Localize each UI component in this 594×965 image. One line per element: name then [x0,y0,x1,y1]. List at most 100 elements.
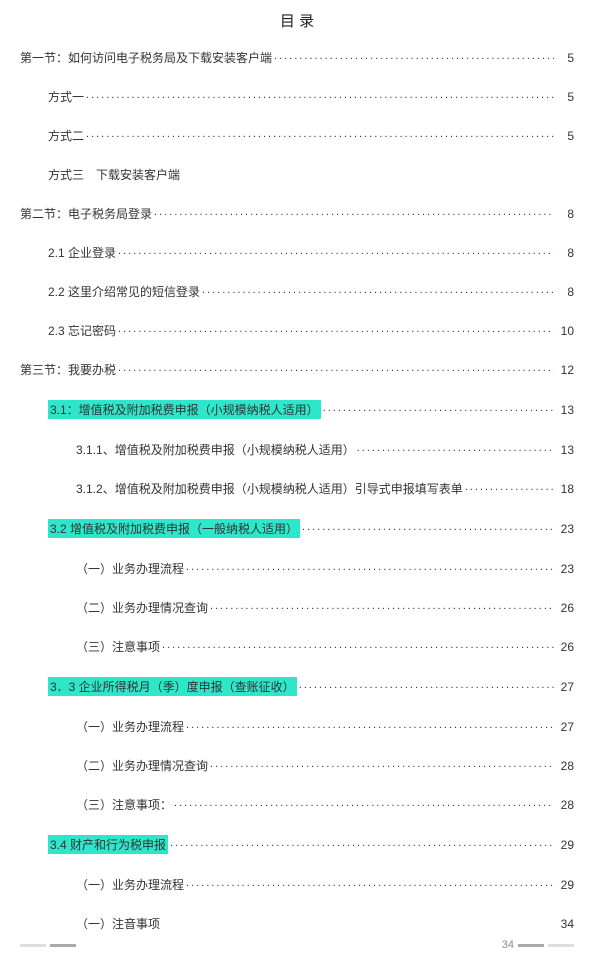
toc-entry[interactable]: 方式二 5 [20,127,574,144]
toc-leader-dots [210,758,554,770]
footer-bar [518,944,544,947]
toc-entry-page: 26 [556,601,574,615]
toc-leader-dots [182,167,572,179]
toc-entry-label: 3.1.2、增值税及附加税费申报（小规模纳税人适用）引导式申报填写表单 [76,480,463,497]
toc-entry-label: 第一节：如何访问电子税务局及下载安装客户端 [20,49,272,66]
toc-entry-label: （二）业务办理情况查询 [76,599,208,616]
toc-leader-dots [202,284,554,296]
toc-leader-dots [186,561,554,573]
toc-entry-label: 2.2 这里介绍常见的短信登录 [48,283,200,300]
toc-entry-label: 2.1 企业登录 [48,244,116,261]
toc-entry-label: （一）业务办理流程 [76,718,184,735]
toc-entry[interactable]: 第二节：电子税务局登录 8 [20,205,574,222]
toc-leader-dots [299,679,554,691]
toc-entry-label: （二）业务办理情况查询 [76,757,208,774]
toc-entry[interactable]: （二）业务办理情况查询 26 [20,599,574,616]
toc-entry[interactable]: 3．3 企业所得税月（季）度申报（查账征收） 27 [20,677,574,696]
toc-leader-dots [174,797,554,809]
toc-entry-page: 29 [556,838,574,852]
toc-entry-page: 28 [556,759,574,773]
toc-leader-dots [302,521,554,533]
toc-entry[interactable]: 2.3 忘记密码 10 [20,322,574,339]
toc-entry[interactable]: 2.1 企业登录 8 [20,244,574,261]
page-number: 34 [502,939,514,951]
footer-bar [20,944,46,947]
page-indicator-left [20,944,76,947]
toc-leader-dots [210,600,554,612]
toc-entry[interactable]: 3.1.1、增值税及附加税费申报（小规模纳税人适用） 13 [20,441,574,458]
toc-entry-page: 34 [556,917,574,931]
toc-entry-page: 23 [556,522,574,536]
toc-leader-dots [323,402,554,414]
toc-entry[interactable]: 3.1：增值税及附加税费申报（小规模纳税人适用） 13 [20,400,574,419]
toc-entry-label: 方式三 下载安装客户端 [48,166,180,183]
toc-entry-label: 第三节：我要办税 [20,361,116,378]
toc-entry[interactable]: （三）注意事项 26 [20,638,574,655]
toc-entry[interactable]: （三）注意事项： 28 [20,796,574,813]
toc-entry-page: 5 [556,129,574,143]
page-footer: 34 [0,939,594,951]
document-page: 目 录 第一节：如何访问电子税务局及下载安装客户端 5 方式一 5 方式二 5 方式三 下载… [0,0,594,945]
toc-entry-label: 方式一 [48,88,84,105]
toc-leader-dots [118,245,554,257]
toc-entry-page: 27 [556,680,574,694]
toc-entry-label: （一）注音事项 [76,915,160,932]
toc-entry-page: 18 [556,482,574,496]
toc-entry[interactable]: （一）业务办理流程 27 [20,718,574,735]
toc-leader-dots [186,719,554,731]
toc-entry-page: 12 [556,363,574,377]
toc-entry-label: 3.1.1、增值税及附加税费申报（小规模纳税人适用） [76,441,355,458]
toc-entry-label: 3.4 财产和行为税申报 [48,835,168,854]
toc-entry[interactable]: 3.1.2、增值税及附加税费申报（小规模纳税人适用）引导式申报填写表单 18 [20,480,574,497]
toc-entry-label: 3．3 企业所得税月（季）度申报（查账征收） [48,677,297,696]
toc-entry[interactable]: （二）业务办理情况查询 28 [20,757,574,774]
toc-entry-page: 29 [556,878,574,892]
toc-entry-page: 8 [556,246,574,260]
toc-entry-page: 10 [556,324,574,338]
toc-entry[interactable]: 3.2 增值税及附加税费申报（一般纳税人适用） 23 [20,519,574,538]
footer-bar [50,944,76,947]
toc-entry[interactable]: （一）业务办理流程 29 [20,876,574,893]
toc-entry-page: 13 [556,403,574,417]
toc-entry[interactable]: 方式三 下载安装客户端 [20,166,574,183]
toc-entry-page: 8 [556,285,574,299]
toc-entry[interactable]: 第三节：我要办税 12 [20,361,574,378]
toc-entry-label: 方式二 [48,127,84,144]
toc-entry-page: 26 [556,640,574,654]
toc-title: 目 录 [20,10,574,31]
toc-entry-label: 3.1：增值税及附加税费申报（小规模纳税人适用） [48,400,321,419]
toc-entry[interactable]: 2.2 这里介绍常见的短信登录 8 [20,283,574,300]
toc-entry-page: 23 [556,562,574,576]
toc-entry-label: （三）注意事项 [76,638,160,655]
toc-entry[interactable]: 第一节：如何访问电子税务局及下载安装客户端 5 [20,49,574,66]
toc-list: 第一节：如何访问电子税务局及下载安装客户端 5 方式一 5 方式二 5 方式三 下载安装客户… [20,49,574,932]
toc-entry-label: 2.3 忘记密码 [48,322,116,339]
toc-entry-page: 8 [556,207,574,221]
toc-entry-label: 第二节：电子税务局登录 [20,205,152,222]
toc-entry-page: 5 [556,51,574,65]
toc-entry-label: （一）业务办理流程 [76,876,184,893]
toc-leader-dots [186,877,554,889]
toc-leader-dots [86,128,554,140]
toc-entry-page: 13 [556,443,574,457]
toc-leader-dots [465,481,554,493]
toc-entry-page: 5 [556,90,574,104]
toc-leader-dots [274,50,554,62]
toc-entry[interactable]: 3.4 财产和行为税申报 29 [20,835,574,854]
toc-entry[interactable]: （一）注音事项 34 [20,915,574,932]
toc-leader-dots [170,837,554,849]
toc-entry-label: （一）业务办理流程 [76,560,184,577]
toc-entry-page: 28 [556,798,574,812]
toc-entry-label: （三）注意事项： [76,796,172,813]
footer-bar [548,944,574,947]
toc-leader-dots [154,206,554,218]
toc-entry[interactable]: 方式一 5 [20,88,574,105]
toc-leader-dots [118,323,554,335]
toc-leader-dots [162,639,554,651]
toc-entry-label: 3.2 增值税及附加税费申报（一般纳税人适用） [48,519,300,538]
toc-leader-dots [118,362,554,374]
toc-leader-dots [162,916,554,928]
toc-leader-dots [86,89,554,101]
toc-entry-page: 27 [556,720,574,734]
toc-entry[interactable]: （一）业务办理流程 23 [20,560,574,577]
